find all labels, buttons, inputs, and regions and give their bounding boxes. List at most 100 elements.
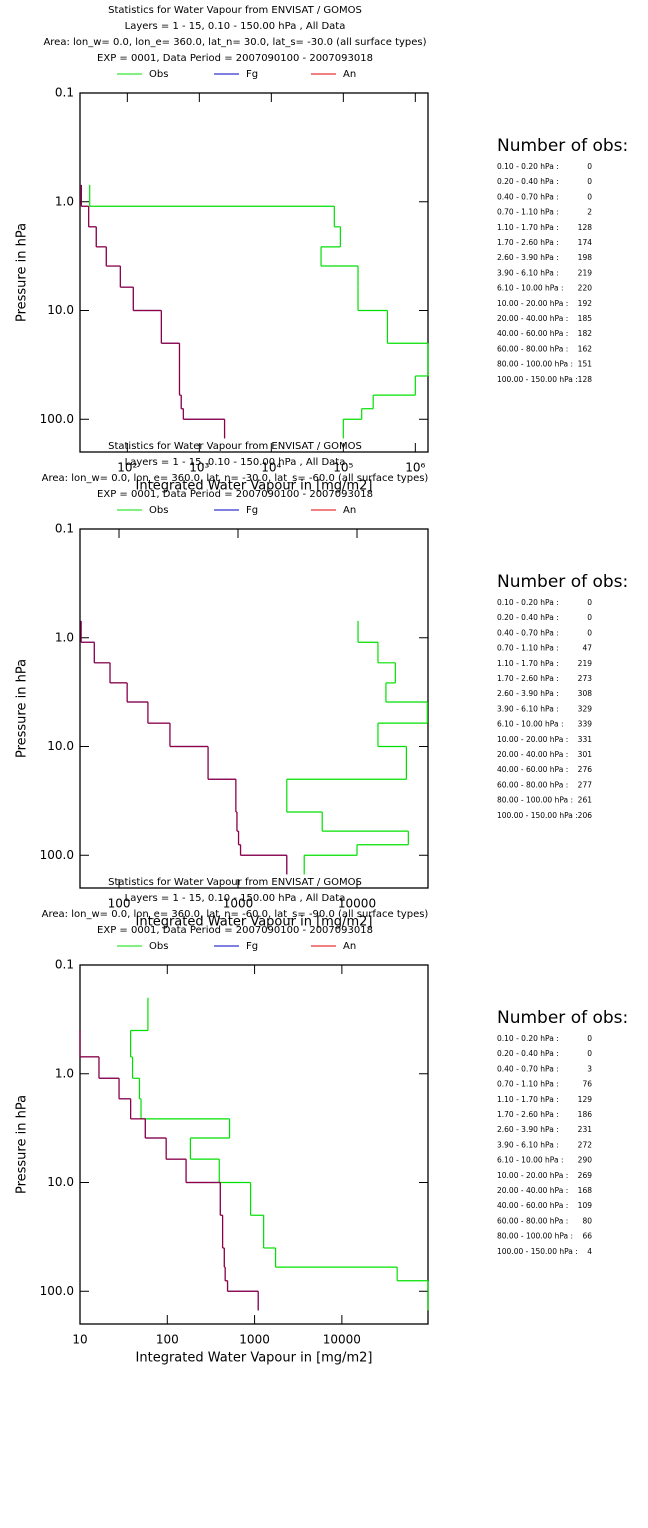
y-tick-label: 0.1 [55,522,74,536]
obs-table-title: Number of obs: [497,572,628,592]
obs-layer: 1.70 - 2.60 hPa : [497,674,559,683]
obs-count: 219 [578,659,593,668]
obs-layer: 10.00 - 20.00 hPa : [497,299,568,308]
obs-count: 206 [578,811,593,820]
obs-layer: 2.60 - 3.90 hPa : [497,1125,559,1134]
obs-table-title: Number of obs: [497,136,628,156]
obs-layer: 100.00 - 150.00 hPa : [497,811,578,820]
legend-label: Obs [149,941,168,952]
obs-count: 273 [578,674,593,683]
title-line: Layers = 1 - 15, 0.10 - 150.00 hPa , All… [125,893,346,904]
title-line: Statistics for Water Vapour from ENVISAT… [108,877,362,888]
obs-count: 0 [587,613,592,622]
obs-layer: 100.00 - 150.00 hPa : [497,375,578,384]
obs-count: 339 [578,720,593,729]
obs-layer: 20.00 - 40.00 hPa : [497,1186,568,1195]
y-tick-label: 100.0 [40,412,74,426]
obs-layer: 0.70 - 1.10 hPa : [497,644,559,653]
legend-label: An [343,69,356,80]
obs-layer: 6.10 - 10.00 hPa : [497,1156,563,1165]
y-axis-title: Pressure in hPa [15,223,30,322]
x-tick-label: 10⁵ [333,461,353,475]
obs-count: 3 [587,1064,592,1073]
obs-count: 168 [578,1186,593,1195]
obs-layer: 10.00 - 20.00 hPa : [497,735,568,744]
legend-label: An [343,941,356,952]
obs-layer: 6.10 - 10.00 hPa : [497,284,563,293]
title-line: EXP = 0001, Data Period = 2007090100 - 2… [97,53,373,64]
x-tick-label: 1000 [223,897,254,911]
y-tick-label: 1.0 [55,630,74,644]
obs-count: 192 [578,299,593,308]
obs-count: 151 [578,360,593,369]
x-tick-label: 100 [156,1333,179,1347]
obs-layer: 3.90 - 6.10 hPa : [497,704,559,713]
x-tick-label: 1000 [239,1333,270,1347]
obs-layer: 40.00 - 60.00 hPa : [497,765,568,774]
obs-layer: 2.60 - 3.90 hPa : [497,689,559,698]
obs-count: 76 [582,1080,592,1089]
obs-count: 220 [578,284,593,293]
x-tick-label: 10⁶ [405,461,425,475]
obs-count: 0 [587,598,592,607]
legend-label: Fg [246,505,258,516]
y-tick-label: 100.0 [40,848,74,862]
obs-layer: 60.00 - 80.00 hPa : [497,780,568,789]
title-line: EXP = 0001, Data Period = 2007090100 - 2… [97,925,373,936]
legend-label: Fg [246,941,258,952]
obs-count: 308 [578,689,593,698]
obs-layer: 1.10 - 1.70 hPa : [497,1095,559,1104]
x-tick-label: 10⁴ [261,461,281,475]
obs-layer: 40.00 - 60.00 hPa : [497,329,568,338]
obs-count: 186 [578,1110,593,1119]
obs-count: 331 [578,735,593,744]
obs-layer: 1.10 - 1.70 hPa : [497,659,559,668]
plot-frame [79,528,429,889]
y-tick-label: 100.0 [40,1284,74,1298]
x-tick-label: 10² [117,461,137,475]
y-tick-label: 0.1 [55,958,74,972]
obs-layer: 80.00 - 100.00 hPa : [497,360,573,369]
obs-layer: 1.70 - 2.60 hPa : [497,238,559,247]
x-axis-title: Integrated Water Vapour in [mg/m2] [136,915,373,930]
obs-count: 0 [587,1049,592,1058]
obs-layer: 40.00 - 60.00 hPa : [497,1201,568,1210]
x-tick-label: 10000 [323,1333,361,1347]
legend-label: Fg [246,69,258,80]
obs-count: 47 [582,644,592,653]
obs-count: 185 [578,314,593,323]
obs-count: 0 [587,192,592,201]
obs-layer: 1.70 - 2.60 hPa : [497,1110,559,1119]
obs-layer: 0.10 - 0.20 hPa : [497,162,559,171]
obs-count: 66 [582,1232,592,1241]
obs-count: 128 [578,223,593,232]
obs-table-title: Number of obs: [497,1008,628,1028]
obs-count: 109 [578,1201,593,1210]
plot-frame [79,964,429,1325]
x-tick-label: 10³ [189,461,209,475]
obs-count: 261 [578,796,593,805]
obs-layer: 0.40 - 0.70 hPa : [497,1064,559,1073]
obs-count: 269 [578,1171,593,1180]
obs-count: 301 [578,750,593,759]
obs-count: 128 [578,375,593,384]
x-tick-label: 10000 [338,897,376,911]
obs-layer: 20.00 - 40.00 hPa : [497,314,568,323]
obs-layer: 60.00 - 80.00 hPa : [497,1216,568,1225]
x-tick-label: 100 [108,897,131,911]
obs-count: 2 [587,208,592,217]
legend-label: An [343,505,356,516]
y-tick-label: 1.0 [55,194,74,208]
obs-layer: 3.90 - 6.10 hPa : [497,1140,559,1149]
title-line: Layers = 1 - 15, 0.10 - 150.00 hPa , All… [125,21,346,32]
obs-count: 129 [578,1095,593,1104]
obs-count: 219 [578,268,593,277]
title-line: Statistics for Water Vapour from ENVISAT… [108,5,362,16]
obs-layer: 0.20 - 0.40 hPa : [497,1049,559,1058]
y-tick-label: 0.1 [55,86,74,100]
obs-count: 231 [578,1125,593,1134]
title-line: Area: lon_w= 0.0, lon_e= 360.0, lat_n= -… [42,473,429,484]
obs-layer: 0.10 - 0.20 hPa : [497,598,559,607]
x-tick-label: 10 [72,1333,87,1347]
obs-layer: 10.00 - 20.00 hPa : [497,1171,568,1180]
